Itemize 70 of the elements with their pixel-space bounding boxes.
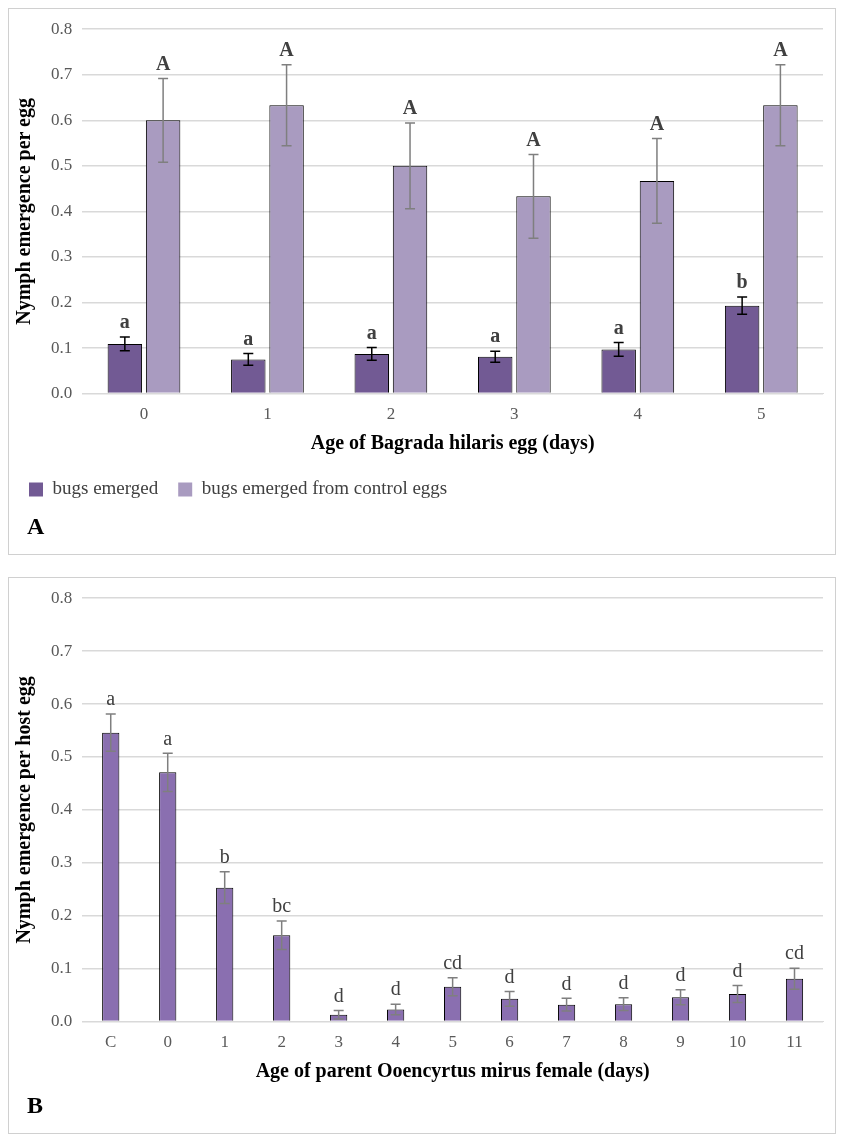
x-tick-label: 3	[510, 404, 519, 424]
annotation: a	[243, 326, 254, 349]
x-tick-label: 5	[448, 1032, 457, 1052]
annotation: d	[504, 964, 515, 987]
x-tick-label: 9	[676, 1032, 685, 1052]
y-axis-title: Nymph emergence per host egg	[12, 676, 36, 944]
x-axis-title: Age of parent Ooencyrtus mirus female (days)	[255, 1059, 650, 1083]
annotation: d	[618, 971, 629, 994]
y-axis-title: Nymph emergence per egg	[12, 98, 36, 325]
legend-label: bugs emerged from control eggs	[201, 477, 448, 499]
annotation: A	[649, 111, 665, 134]
annotation: d	[561, 971, 572, 994]
annotation: A	[155, 51, 171, 74]
x-axis-title: Age of Bagrada hilaris egg (days)	[310, 431, 595, 455]
y-tick-label: 0.3	[51, 852, 73, 872]
x-tick-label: 3	[334, 1032, 343, 1052]
x-tick-label: 6	[505, 1032, 514, 1052]
x-tick-label: 7	[562, 1032, 572, 1052]
x-tick-label: C	[105, 1032, 117, 1052]
annotation: A	[773, 37, 789, 60]
y-tick-label: 0.6	[51, 109, 73, 129]
y-tick-label: 0.8	[51, 587, 73, 607]
y-tick-label: 0.1	[51, 958, 73, 978]
y-tick-label: 0.7	[51, 640, 73, 660]
y-tick-label: 0.7	[51, 64, 73, 84]
y-tick-label: 0.0	[51, 1011, 73, 1031]
annotation: A	[402, 96, 418, 119]
legend-label: bugs emerged	[52, 477, 159, 499]
annotation: d	[390, 977, 401, 1000]
x-tick-label: 4	[391, 1032, 401, 1052]
y-tick-label: 0.5	[51, 746, 73, 766]
x-tick-label: 8	[619, 1032, 628, 1052]
y-tick-label: 0.6	[51, 693, 73, 713]
text: B	[26, 1091, 44, 1120]
annotation: a	[106, 687, 116, 710]
annotation: A	[279, 37, 295, 60]
annotation: d	[333, 983, 344, 1006]
y-tick-label: 0.4	[51, 799, 73, 819]
annotation: a	[119, 310, 130, 333]
annotation: cd	[785, 941, 804, 964]
x-tick-label: 2	[386, 404, 396, 424]
x-tick-label: 0	[163, 1032, 172, 1052]
annotation: b	[736, 270, 748, 293]
x-tick-label: 0	[139, 404, 149, 424]
y-tick-label: 0.4	[51, 200, 73, 220]
annotation: bc	[272, 894, 292, 917]
y-tick-label: 0.8	[51, 18, 73, 38]
annotation: a	[366, 320, 377, 343]
y-tick-label: 0.3	[51, 246, 73, 266]
annotation: A	[526, 127, 542, 150]
text: A	[26, 512, 46, 541]
x-tick-label: 2	[277, 1032, 286, 1052]
y-tick-label: 0.2	[51, 291, 73, 311]
annotation: d	[732, 958, 743, 981]
x-tick-label: 1	[263, 404, 272, 424]
annotation: d	[675, 963, 686, 986]
x-tick-label: 1	[220, 1032, 229, 1052]
x-tick-label: 10	[729, 1032, 747, 1052]
annotation: b	[219, 845, 230, 868]
y-tick-label: 0.1	[51, 337, 73, 357]
y-tick-label: 0.0	[51, 383, 73, 403]
annotation: a	[163, 726, 173, 749]
annotation: a	[490, 324, 501, 347]
annotation: cd	[443, 950, 463, 973]
x-tick-label: 4	[633, 404, 643, 424]
x-tick-label: 5	[757, 404, 766, 424]
y-tick-label: 0.2	[51, 905, 73, 925]
annotation: a	[613, 315, 624, 338]
x-tick-label: 11	[786, 1032, 803, 1052]
y-tick-label: 0.5	[51, 155, 73, 175]
